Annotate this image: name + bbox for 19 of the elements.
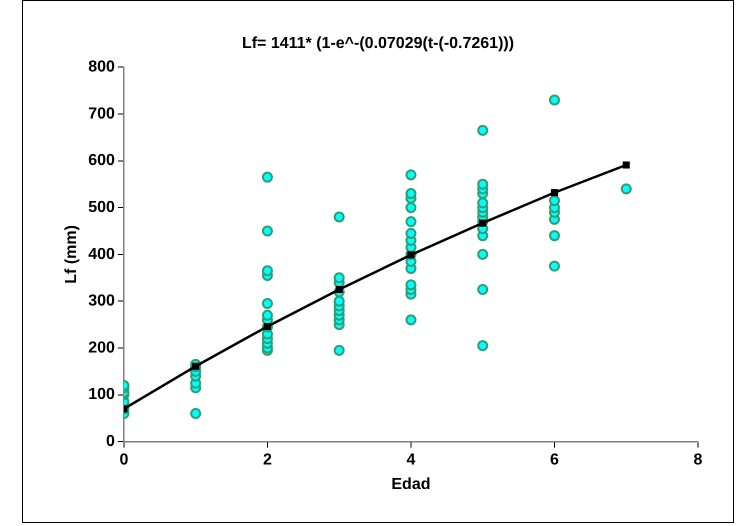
y-tick-label: 700 bbox=[88, 105, 115, 122]
chart-title: Lf= 1411* (1-e^-(0.07029(t-(-0.7261))) bbox=[242, 35, 514, 52]
point bbox=[550, 189, 558, 196]
y-tick-label: 600 bbox=[88, 152, 115, 170]
x-tick-label: 2 bbox=[262, 452, 272, 469]
y-tick-label: 400 bbox=[88, 246, 115, 263]
y-tick-label: 200 bbox=[88, 339, 115, 356]
y-tick-label: 0 bbox=[106, 433, 115, 450]
y-tick-label: 500 bbox=[88, 199, 115, 216]
x-axis-title: Edad bbox=[391, 476, 431, 493]
x-tick-label: 6 bbox=[550, 452, 560, 469]
y-tick-label: 100 bbox=[88, 386, 115, 404]
y-tick-label: 300 bbox=[88, 292, 115, 310]
x-tick-label: 4 bbox=[406, 452, 416, 469]
x-tick-label: 0 bbox=[119, 452, 128, 469]
point bbox=[622, 161, 630, 169]
x-tick-label: 8 bbox=[694, 452, 703, 469]
y-axis-title: Lf (mm) bbox=[63, 225, 80, 284]
y-tick-label: 800 bbox=[88, 58, 115, 76]
